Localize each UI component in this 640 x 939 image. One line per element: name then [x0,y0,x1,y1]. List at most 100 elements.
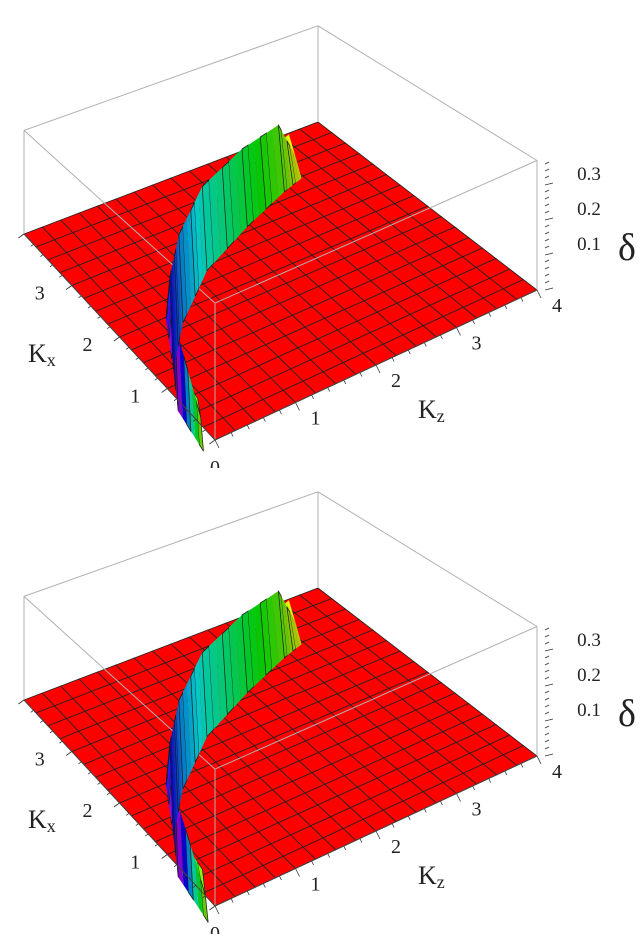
ridge-face [281,130,291,190]
kx-axis-tick [78,295,82,299]
kx-axis-tick [65,751,72,756]
kz-tick-label: 3 [472,333,482,355]
kz-tick-label: 0 [210,923,220,934]
ridge-face [235,615,248,700]
kz-axis-tick [407,349,411,355]
kx-axis-tick [78,761,82,765]
ridge-face [198,186,207,280]
kz-axis-tick [246,890,250,896]
kx-tick-label: 3 [35,283,45,305]
z-axis-tick [544,690,550,694]
z-axis-tick [544,238,550,242]
kz-tick-label: 2 [391,836,401,858]
kz-axis-line [214,289,538,441]
z-tick-label: 0.3 [577,164,601,185]
kx-label-sub: x [47,816,56,836]
kx-axis-tick [161,854,168,859]
ridge-face [254,603,266,681]
kz-axis-tick [311,860,314,866]
kz-axis-tick [407,815,411,821]
ridge-face [248,141,260,221]
kx-axis-label: Kx [28,339,56,370]
kx-axis-tick [30,709,34,713]
z-axis-tick [544,224,550,228]
kz-label-sub: z [437,872,445,892]
kz-axis-tick [423,342,427,347]
z-axis-tick [544,280,550,284]
z-axis-tick [544,739,550,743]
kz-axis-tick [423,808,427,813]
z-axis-tick [544,259,550,263]
kx-axis-tick [87,305,92,309]
kx-axis-tick [18,699,25,705]
kz-axis-tick [504,304,508,310]
kx-axis-line [23,699,216,907]
ridge-face [177,700,183,797]
kz-tick-label: 4 [552,761,562,783]
ridge-face [171,729,177,828]
kz-label-main: K [418,861,437,890]
kx-axis-tick [18,233,25,239]
kx-axis-tick [202,895,206,899]
kz-axis-tick [391,357,395,362]
z-axis-tick [544,683,554,687]
kx-tick-label: 3 [35,749,45,771]
bounding-box-edge [214,626,538,770]
ridge-face [194,660,204,754]
kx-axis-tick [59,274,63,278]
ridge-face [284,601,293,654]
z-tick-label: 0.3 [577,630,601,651]
kz-axis-line [214,755,538,907]
kx-axis-tick [183,408,187,412]
kz-axis-tick [359,838,363,843]
bounding-box-edge [214,160,538,304]
z-axis-tick [544,196,550,200]
ridge-face [182,684,192,780]
bounding-box-edge [317,491,538,627]
z-axis-tick [544,732,550,736]
kz-tick-label: 1 [311,874,321,896]
ridge-face [172,721,179,820]
z-axis-label: δ [618,693,636,735]
kz-axis-tick [456,327,461,336]
bounding-box-edge [23,491,319,597]
kz-axis-tick [488,778,492,783]
kz-axis-tick [327,387,331,392]
kx-tick-label: 1 [130,852,140,874]
bounding-box-edge [23,25,319,131]
kx-tick-label: 2 [83,800,93,822]
z-axis-tick [544,203,550,207]
z-tick-label: 0.1 [577,700,601,721]
z-axis-tick [544,704,550,708]
ridge-face [215,167,228,256]
kx-label-main: K [28,805,47,834]
kx-axis-label: Kx [28,805,56,836]
kx-axis-line [23,233,216,441]
z-axis-tick [544,161,550,165]
ridge-face [235,149,248,234]
z-tick-label: 0.2 [577,665,601,686]
ridge-face [190,844,199,908]
z-axis-tick [544,168,550,172]
ridge-face [266,595,279,670]
kz-axis-tick [279,875,282,881]
kx-axis-tick [192,419,197,422]
ridge-face [266,129,279,204]
kx-axis-tick [106,326,111,330]
z-axis-tick [544,273,550,277]
kx-axis-tick [65,285,72,290]
kx-axis-tick [40,254,44,257]
kz-axis-tick [262,417,266,422]
z-axis-label: δ [618,227,636,269]
kx-axis-tick [97,782,101,785]
kz-axis-tick [295,402,300,411]
kx-axis-tick [154,377,158,381]
z-axis-tick [544,669,550,673]
kx-axis-tick [126,812,130,816]
kz-axis-tick [536,755,542,765]
kz-axis-tick [520,763,524,768]
z-axis-tick [544,287,554,291]
kz-tick-label: 3 [472,799,482,821]
